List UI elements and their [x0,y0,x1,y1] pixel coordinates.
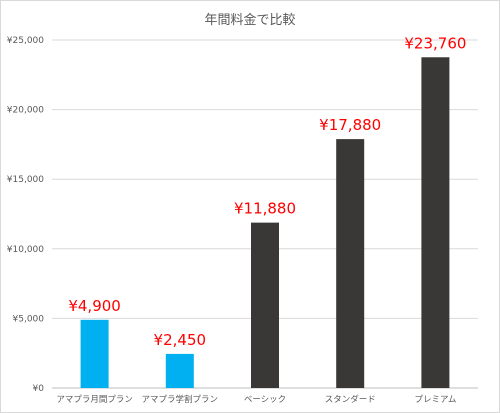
x-category-label: プレミアム [414,395,456,405]
x-category-label: スタンダード [325,394,376,405]
data-label: ¥4,900 [68,297,121,315]
bar [251,222,279,388]
chart-title: 年間料金で比較 [204,13,296,28]
y-tick-label: ¥0 [33,384,45,394]
y-tick-label: ¥5,000 [13,314,45,324]
data-label: ¥23,760 [404,34,466,52]
x-category-label: アマプラ学割プラン [142,394,219,405]
y-tick-label: ¥15,000 [7,175,44,185]
data-label: ¥11,880 [234,200,296,218]
bar [80,319,109,388]
y-tick-label: ¥10,000 [7,245,44,255]
y-tick-label: ¥25,000 [7,36,44,46]
data-label: ¥17,880 [319,116,381,134]
x-category-label: アマプラ月間プラン [56,395,133,405]
bar [421,57,450,388]
bar [336,139,365,388]
y-tick-label: ¥20,000 [7,106,44,116]
x-category-label: ベーシック [244,395,286,405]
data-label: ¥2,450 [154,331,207,349]
bar [165,353,194,388]
